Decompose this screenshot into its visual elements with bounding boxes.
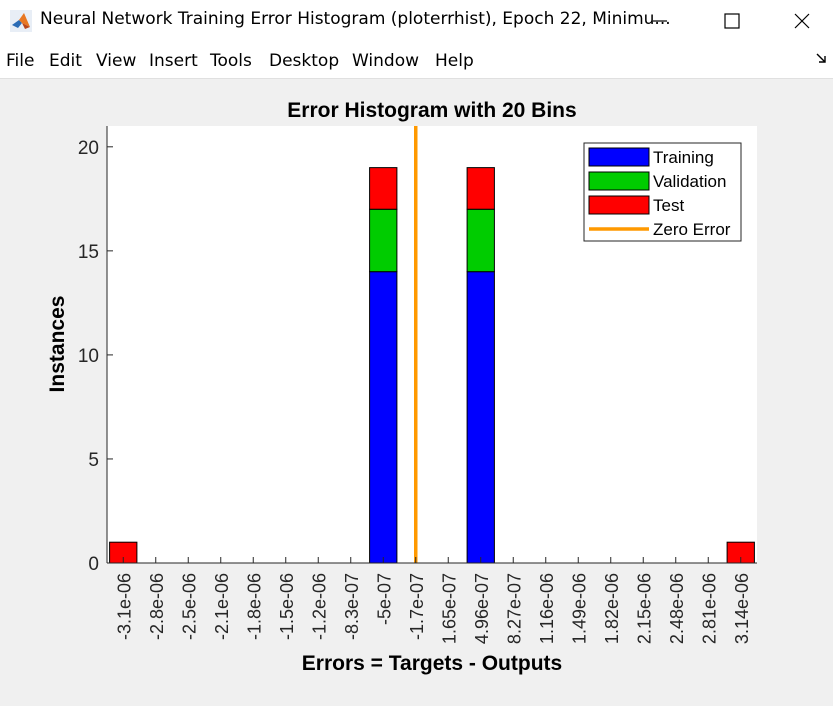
x-axis-label: Errors = Targets - Outputs	[302, 652, 562, 675]
matlab-icon	[10, 10, 32, 32]
x-tick-label: 1.49e-06	[569, 573, 589, 644]
menu-desktop[interactable]: Desktop	[269, 51, 340, 71]
maximize-icon	[724, 13, 740, 29]
minimize-button[interactable]	[625, 0, 695, 42]
bar-training-11	[466, 271, 495, 564]
bar-test-8	[369, 167, 398, 210]
x-tick-label: -2.8e-06	[147, 573, 167, 640]
close-icon	[794, 13, 810, 29]
menu-tools[interactable]: Tools	[210, 51, 252, 71]
menu-bar: File Edit View Insert Tools Desktop Wind…	[0, 42, 833, 79]
x-tick-label: -1.5e-06	[277, 573, 297, 640]
x-tick-label: -1.8e-06	[244, 573, 264, 640]
x-tick-label: -1.2e-06	[309, 573, 329, 640]
x-tick-label: -5e-07	[374, 573, 394, 625]
chart-title: Error Histogram with 20 Bins	[287, 99, 576, 122]
bar-test-11	[466, 167, 495, 210]
x-tick-label: 1.16e-06	[537, 573, 557, 644]
x-tick-label: 4.96e-07	[472, 573, 492, 644]
legend-label: Training	[653, 148, 714, 167]
error-histogram-chart: Error Histogram with 20 Bins Instances E…	[46, 99, 757, 675]
x-tick-label: -8.3e-07	[342, 573, 362, 640]
y-tick-label: 5	[88, 450, 99, 471]
legend-label: Zero Error	[653, 220, 731, 239]
x-tick-label: 2.15e-06	[634, 573, 654, 644]
legend: Training Validation Test Zero Error	[583, 142, 742, 242]
legend-label: Validation	[653, 172, 726, 191]
minimize-icon	[653, 20, 667, 22]
legend-swatch-training	[588, 147, 650, 167]
menu-edit[interactable]: Edit	[49, 51, 82, 71]
x-tick-label: -2.1e-06	[212, 573, 232, 640]
legend-label: Test	[653, 196, 684, 215]
y-tick-label: 15	[78, 242, 99, 263]
x-tick-label: -3.1e-06	[114, 573, 134, 640]
x-tick-label: -2.5e-06	[179, 573, 199, 640]
bars-layer	[109, 167, 755, 564]
window-title: Neural Network Training Error Histogram …	[40, 9, 671, 29]
x-tick-label: 3.14e-06	[732, 573, 752, 644]
x-tick-label: 1.65e-07	[439, 573, 459, 644]
y-tick-label: 0	[88, 554, 99, 575]
y-axis-label: Instances	[46, 296, 69, 393]
close-button[interactable]	[767, 0, 833, 42]
bar-training-8	[369, 271, 398, 564]
legend-swatch-validation	[588, 171, 650, 191]
y-tick-label: 20	[78, 138, 99, 159]
x-tick-label: 1.82e-06	[602, 573, 622, 644]
bar-validation-11	[466, 208, 495, 273]
menu-view[interactable]: View	[96, 51, 137, 71]
x-tick-label: -1.7e-07	[407, 573, 427, 640]
menu-insert[interactable]: Insert	[149, 51, 198, 71]
axes-layer: 0 5 10 15 20 -3.1e-06 -2.8e-06 -2.5e-06 -2.1e-06…	[78, 126, 757, 644]
x-tick-label: 2.48e-06	[667, 573, 687, 644]
legend-swatch-test	[588, 195, 650, 215]
title-bar: Neural Network Training Error Histogram …	[0, 0, 833, 42]
maximize-button[interactable]	[697, 0, 767, 42]
y-tick-label: 10	[78, 346, 99, 367]
x-tick-label: 2.81e-06	[699, 573, 719, 644]
dock-arrow-icon[interactable]	[815, 52, 827, 64]
menu-help[interactable]: Help	[435, 51, 474, 71]
bar-validation-8	[369, 208, 398, 273]
menu-file[interactable]: File	[6, 51, 35, 71]
menu-window[interactable]: Window	[352, 51, 420, 71]
x-tick-label: 8.27e-07	[504, 573, 524, 644]
